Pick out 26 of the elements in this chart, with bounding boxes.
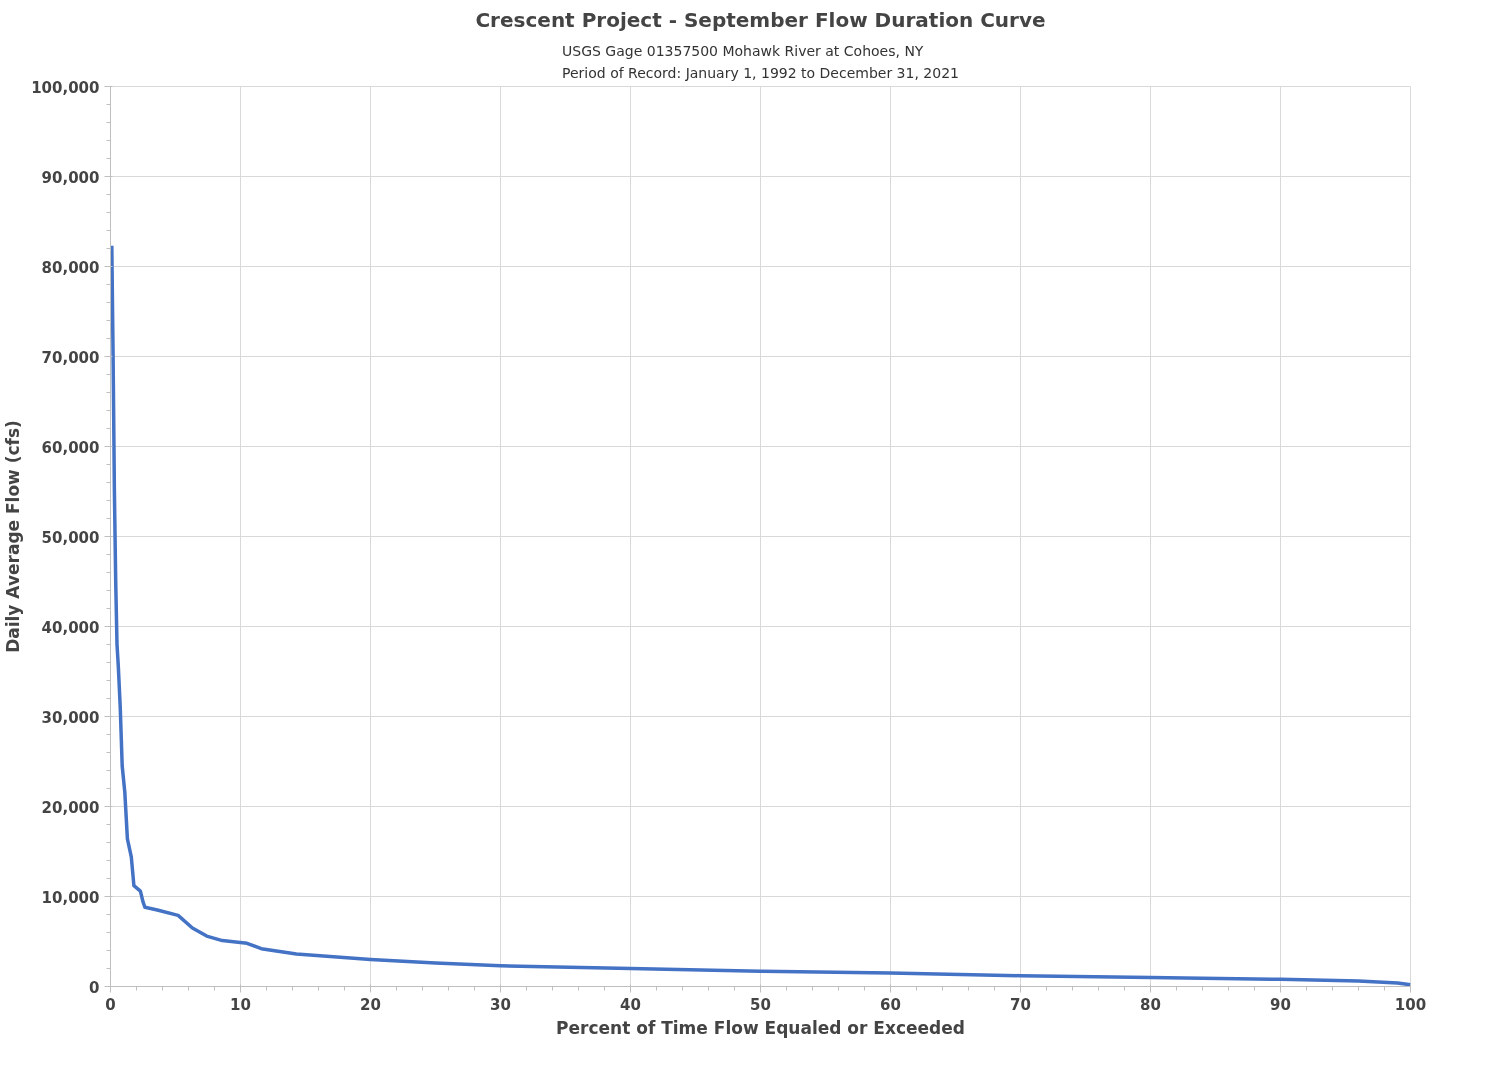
x-tick-label: 10	[230, 995, 251, 1014]
chart-title: Crescent Project - September Flow Duration Curve	[475, 7, 1046, 32]
y-tick-label: 50,000	[41, 528, 100, 547]
y-tick-label: 90,000	[41, 168, 100, 187]
x-tick-label: 70	[1010, 995, 1031, 1014]
x-tick-label: 60	[880, 995, 901, 1014]
x-tick-label: 100	[1394, 995, 1427, 1014]
x-tick-label: 90	[1270, 995, 1291, 1014]
y-tick-label: 60,000	[41, 438, 100, 457]
chart-subtitle: USGS Gage 01357500 Mohawk River at Cohoes, NY Period of Record: January 1, 1992 to December 31, 2021	[562, 43, 959, 82]
x-tick-label: 40	[620, 995, 641, 1014]
x-tick-label: 0	[105, 995, 116, 1014]
x-tick-label: 80	[1140, 995, 1161, 1014]
y-axis-title: Daily Average Flow (cfs)	[3, 420, 24, 653]
y-tick-label: 70,000	[41, 348, 100, 367]
y-tick-label: 30,000	[41, 708, 100, 727]
y-tick-label: 10,000	[41, 888, 100, 907]
y-tick-label: 0	[89, 978, 100, 997]
y-tick-label: 80,000	[41, 258, 100, 277]
y-tick-label: 40,000	[41, 618, 100, 637]
y-tick-label: 20,000	[41, 798, 100, 817]
y-tick-label: 100,000	[31, 78, 100, 97]
x-tick-label: 20	[360, 995, 381, 1014]
x-axis-title: Percent of Time Flow Equaled or Exceeded	[556, 1017, 965, 1038]
x-tick-label: 50	[750, 995, 771, 1014]
x-tick-label: 30	[490, 995, 511, 1014]
